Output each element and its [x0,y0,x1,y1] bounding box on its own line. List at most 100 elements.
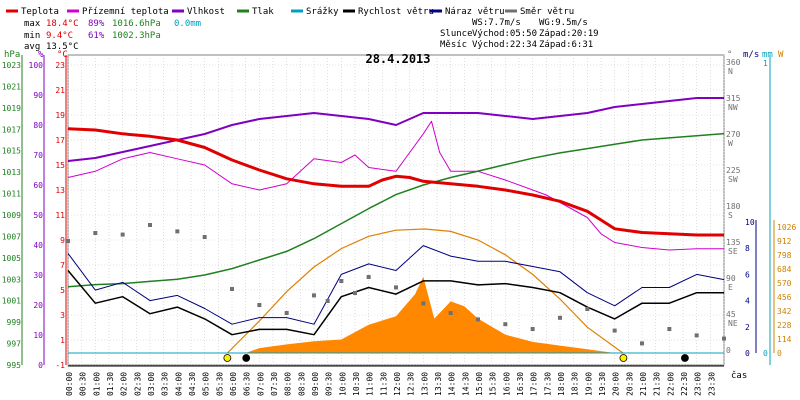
pressure-tick: 1001 [2,297,21,306]
wind-gust-info: WG:9.5m/s [539,18,588,28]
pressure-tick: 1003 [2,275,21,284]
humidity-tick: 50 [33,211,43,220]
humidity-tick: 100 [29,61,44,70]
stats-avg-label: avg [24,42,40,52]
wind-direction-point [722,336,726,341]
wind-tick: 2 [745,323,750,332]
sun-label: Slunce [440,29,473,39]
series-temperature [67,127,724,237]
x-tick-label: 22:00 [666,372,675,396]
pressure-tick: 1011 [2,190,21,199]
solar-tick: 114 [777,335,792,344]
x-tick-label: 02:30 [133,372,142,396]
direction-label: S [728,211,733,220]
pressure-tick: 995 [7,361,22,370]
legend-label-3: Tlak [252,7,274,17]
stats-min-temp: 9.4°C [46,31,73,41]
pressure-tick: 1021 [2,82,21,91]
wind-direction-point [257,303,262,307]
x-tick-label: 00:00 [65,372,74,396]
astro-block: WS:7.7m/s WG:9.5m/s Slunce Východ:05:50 … [440,18,599,50]
x-tick-label: 11:00 [366,372,375,396]
temperature-tick: 3 [60,311,65,320]
x-tick-label: 07:30 [270,372,279,396]
pressure-tick: 1017 [2,125,21,134]
temperature-tick: 5 [60,286,65,295]
legend: Teplota Přízemní teplota Vlhkost Tlak Srážky… [6,7,574,17]
direction-label: SE [728,247,738,256]
x-tick-label: 22:30 [680,372,689,396]
x-tick-label: 08:30 [297,372,306,396]
direction-label: NE [728,319,738,328]
moon-set: Západ:6:31 [539,40,593,50]
x-tick-label: 17:00 [530,372,539,396]
wind-direction-point [353,291,357,295]
wind-direction-point [503,322,508,327]
wind-direction-point [284,311,289,315]
direction-label: NW [728,103,738,112]
solar-radiation-area [245,276,615,353]
temperature-tick: 21 [55,86,65,95]
legend-label-7: Směr větru [520,7,574,17]
series-pressure [67,132,725,288]
wind-direction-point [585,307,590,311]
wind-direction-point [120,232,125,237]
y-axes: 1023102110191017101510131011100910071005… [2,55,796,370]
direction-unit: ° [727,50,732,60]
direction-tick: 0 [726,346,731,355]
legend-label-4: Srážky [306,7,339,17]
x-tick-label: 20:30 [625,372,634,396]
x-tick-label: 09:30 [325,372,334,396]
solar-tick: 1026 [777,223,796,232]
x-tick-label: 23:00 [694,372,703,396]
wind-direction-point [312,293,316,298]
wind-direction-point [612,328,617,333]
stats-max-hum: 89% [88,19,105,29]
humidity-unit: % [38,50,44,60]
chart-title: 28.4.2013 [365,52,430,66]
x-tick-label: 00:30 [79,372,88,396]
pressure-tick: 1013 [2,168,21,177]
humidity-tick: 20 [33,301,43,310]
temperature-tick: 15 [55,161,65,170]
stats-min-press: 1002.3hPa [112,31,161,41]
pressure-tick: 1015 [2,147,21,156]
temperature-tick: -1 [55,361,65,370]
wind-direction-point [394,285,398,290]
pressure-tick: 999 [7,318,22,327]
x-tick-label: 08:00 [284,372,293,396]
wind-tick: 4 [745,297,750,306]
temperature-tick: 19 [55,111,65,120]
pressure-tick: 1019 [2,104,21,113]
x-tick-label: 12:30 [407,372,416,396]
temperature-tick: 23 [55,61,65,70]
humidity-tick: 60 [33,181,43,190]
sun-rise: Východ:05:50 [472,29,537,39]
wind-direction-point [448,311,453,315]
moon-label: Měsíc [440,40,467,50]
stats-max-press: 1016.6hPa [112,19,161,29]
direction-label: N [728,67,733,76]
direction-tick: 90 [726,274,736,283]
marker-layer [223,354,689,362]
stats-min-hum: 61% [88,31,105,41]
solar-tick: 342 [777,307,792,316]
direction-label: W [728,139,733,148]
x-tick-label: 06:00 [229,372,238,396]
x-tick-label: 04:30 [188,372,197,396]
x-tick-label: 07:00 [256,372,265,396]
x-axis-label: čas [731,370,747,381]
pressure-tick: 997 [7,340,22,349]
wind-unit: m/s [743,50,759,60]
sunset-marker [619,354,628,362]
direction-tick: 270 [726,130,741,139]
rain-unit: mm [762,50,773,60]
wind-direction-point [694,333,699,338]
stats-max-temp: 18.4°C [46,19,79,29]
pressure-tick: 1005 [2,254,21,263]
temperature-tick: 11 [55,211,65,220]
wind-direction-point [202,235,207,239]
wind-speed-info: WS:7.7m/s [472,18,521,28]
